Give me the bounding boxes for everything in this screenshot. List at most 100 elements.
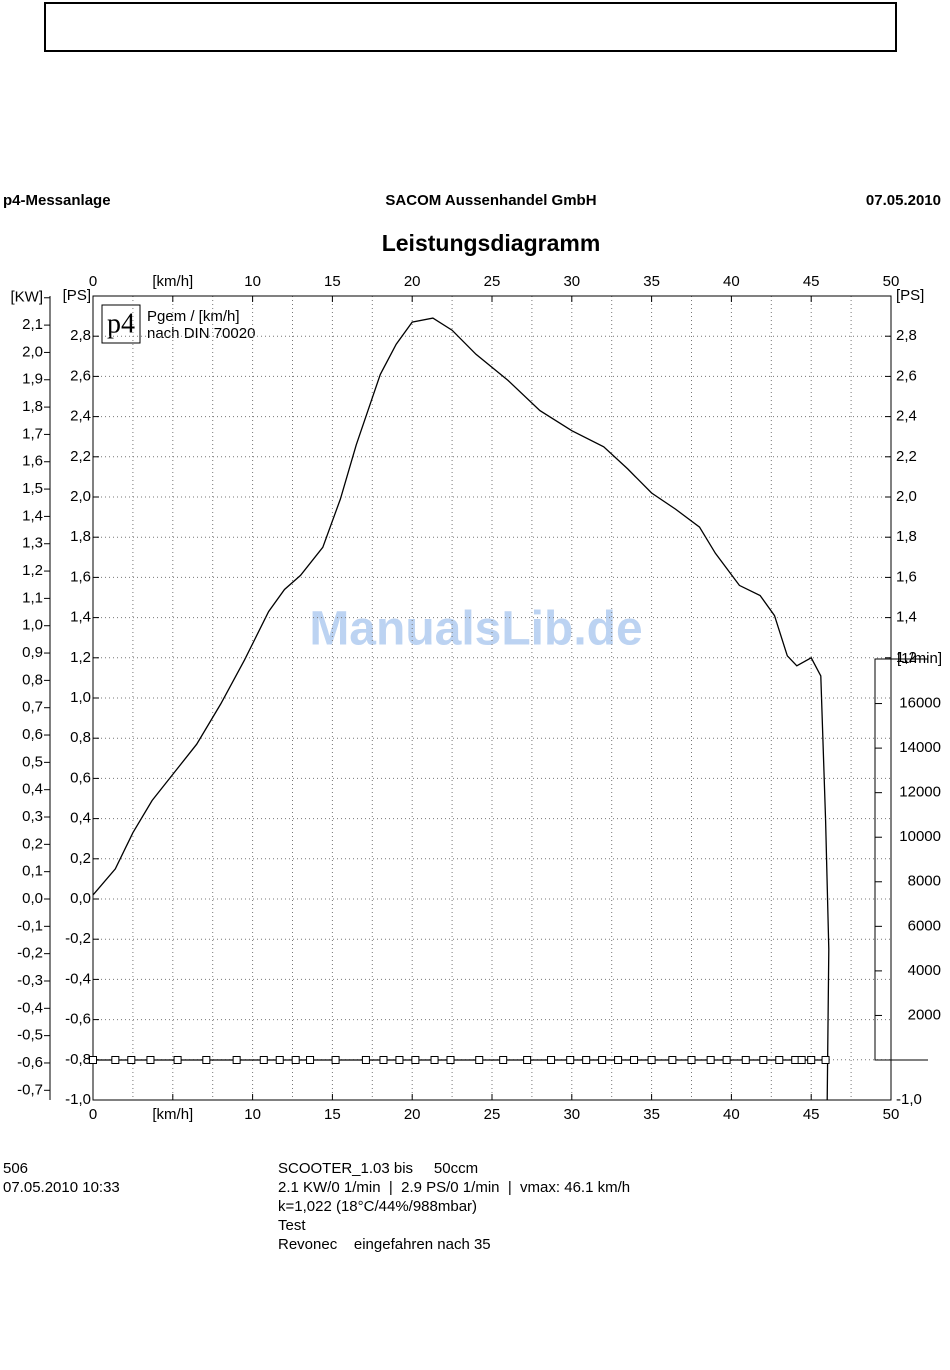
y2-tick-label: -0,6 xyxy=(17,1054,43,1071)
marker xyxy=(741,1056,750,1064)
y2-tick-label: -0,1 xyxy=(17,917,43,934)
marker xyxy=(291,1056,300,1064)
marker xyxy=(173,1056,182,1064)
marker xyxy=(111,1056,120,1064)
x-tick-label: 25 xyxy=(484,1106,501,1123)
marker xyxy=(797,1056,806,1064)
marker xyxy=(614,1056,623,1064)
footer-info: SCOOTER_1.03 bis 50ccm xyxy=(278,1160,478,1177)
marker xyxy=(275,1056,284,1064)
footer-info: k=1,022 (18°C/44%/988mbar) xyxy=(278,1198,477,1215)
marker xyxy=(202,1056,211,1064)
series-line xyxy=(92,317,830,1101)
y2-tick-label: -0,5 xyxy=(17,1027,43,1044)
marker xyxy=(499,1056,508,1064)
x-tick-label: 50 xyxy=(883,273,900,290)
y-tick-label: -1,0 xyxy=(65,1091,91,1108)
marker xyxy=(807,1056,816,1064)
x-tick-label: 50 xyxy=(883,1106,900,1123)
y-tick-label-right: 1,6 xyxy=(896,568,917,585)
y-tick-label: 2,8 xyxy=(70,327,91,344)
x-tick-label: 20 xyxy=(404,1106,421,1123)
y2-tick-label: -0,3 xyxy=(17,972,43,989)
x-tick-label: 20 xyxy=(404,273,421,290)
y3-tick-label: 4000 xyxy=(908,962,941,979)
marker xyxy=(547,1056,556,1064)
marker xyxy=(706,1056,715,1064)
header-center: SACOM Aussenhandel GmbH xyxy=(385,192,596,209)
marker xyxy=(361,1056,370,1064)
x-tick-label: 45 xyxy=(803,1106,820,1123)
y2-tick-label: 1,7 xyxy=(22,425,43,442)
marker xyxy=(146,1056,155,1064)
y2-tick-label: 0,7 xyxy=(22,699,43,716)
marker xyxy=(687,1056,696,1064)
x-tick-label: 30 xyxy=(563,1106,580,1123)
y3-tick-label: 8000 xyxy=(908,873,941,890)
y2-tick-label: 1,8 xyxy=(22,398,43,415)
rpm-axis-box xyxy=(874,658,928,1061)
y2-tick-label: 0,4 xyxy=(22,781,43,798)
y2-tick-label: 2,0 xyxy=(22,343,43,360)
marker xyxy=(775,1056,784,1064)
y-tick-label-right: 2,6 xyxy=(896,367,917,384)
y2-tick-label: 1,5 xyxy=(22,480,43,497)
y-tick-label-right: [PS] xyxy=(896,287,924,304)
x-tick-label: 10 xyxy=(244,1106,261,1123)
y2-tick-label: 2,1 xyxy=(22,316,43,333)
y-tick-label: 2,2 xyxy=(70,448,91,465)
y2-tick-label: 1,4 xyxy=(22,507,43,524)
y-tick-label: 0,8 xyxy=(70,729,91,746)
footer-info: 2.1 KW/0 1/min | 2.9 PS/0 1/min | vmax: … xyxy=(278,1179,630,1196)
y-tick-label-right: 2,2 xyxy=(896,448,917,465)
marker xyxy=(127,1056,136,1064)
y2-tick-label: 0,6 xyxy=(22,726,43,743)
y3-tick-label: 2000 xyxy=(908,1006,941,1023)
legend-note: nach DIN 70020 xyxy=(147,325,255,342)
footer-info: Revonec eingefahren nach 35 xyxy=(278,1236,491,1253)
logo: p4 xyxy=(107,308,135,339)
y-tick-label: -0,4 xyxy=(65,970,91,987)
marker xyxy=(89,1056,97,1064)
logo-box xyxy=(101,304,141,344)
x-tick-label: 15 xyxy=(324,273,341,290)
x-tick-label: 25 xyxy=(484,273,501,290)
y2-tick-label: 0,5 xyxy=(22,753,43,770)
y2-tick-label: 0,1 xyxy=(22,863,43,880)
y-tick-label-right: 1,2 xyxy=(896,649,917,666)
y3-tick-label: 6000 xyxy=(908,917,941,934)
marker xyxy=(475,1056,484,1064)
marker xyxy=(759,1056,768,1064)
x-tick-label: 35 xyxy=(643,1106,660,1123)
y3-tick-label: 12000 xyxy=(899,784,941,801)
x-tick-label: [km/h] xyxy=(152,1106,193,1123)
x-tick-label: 30 xyxy=(563,273,580,290)
marker xyxy=(630,1056,639,1064)
x-tick-label: [km/h] xyxy=(152,273,193,290)
marker xyxy=(582,1056,591,1064)
y-tick-label-right: 2,0 xyxy=(896,488,917,505)
watermark: ManualsLib.de xyxy=(309,603,642,656)
y-tick-label: -0,2 xyxy=(65,930,91,947)
x-tick-label: 15 xyxy=(324,1106,341,1123)
y2-tick-label: -0,2 xyxy=(17,945,43,962)
y2-tick-label: 1,3 xyxy=(22,535,43,552)
x-tick-label: 40 xyxy=(723,1106,740,1123)
y-tick-label-right: 1,4 xyxy=(896,609,917,626)
marker xyxy=(259,1056,268,1064)
footer-left: 07.05.2010 10:33 xyxy=(3,1179,120,1196)
y-tick-label: 1,0 xyxy=(70,689,91,706)
y-tick-label: 0,6 xyxy=(70,769,91,786)
footer-info: Test xyxy=(278,1217,306,1234)
chart-title: Leistungsdiagramm xyxy=(382,230,601,256)
y2-tick-label: 1,0 xyxy=(22,617,43,634)
marker xyxy=(411,1056,420,1064)
y3-tick-label: 14000 xyxy=(899,739,941,756)
y-tick-label: 0,0 xyxy=(70,890,91,907)
marker xyxy=(306,1056,315,1064)
y2-tick-label: 0,9 xyxy=(22,644,43,661)
plot-frame xyxy=(92,295,892,1101)
y-tick-label: 2,4 xyxy=(70,408,91,425)
header-left: p4-Messanlage xyxy=(3,192,111,209)
